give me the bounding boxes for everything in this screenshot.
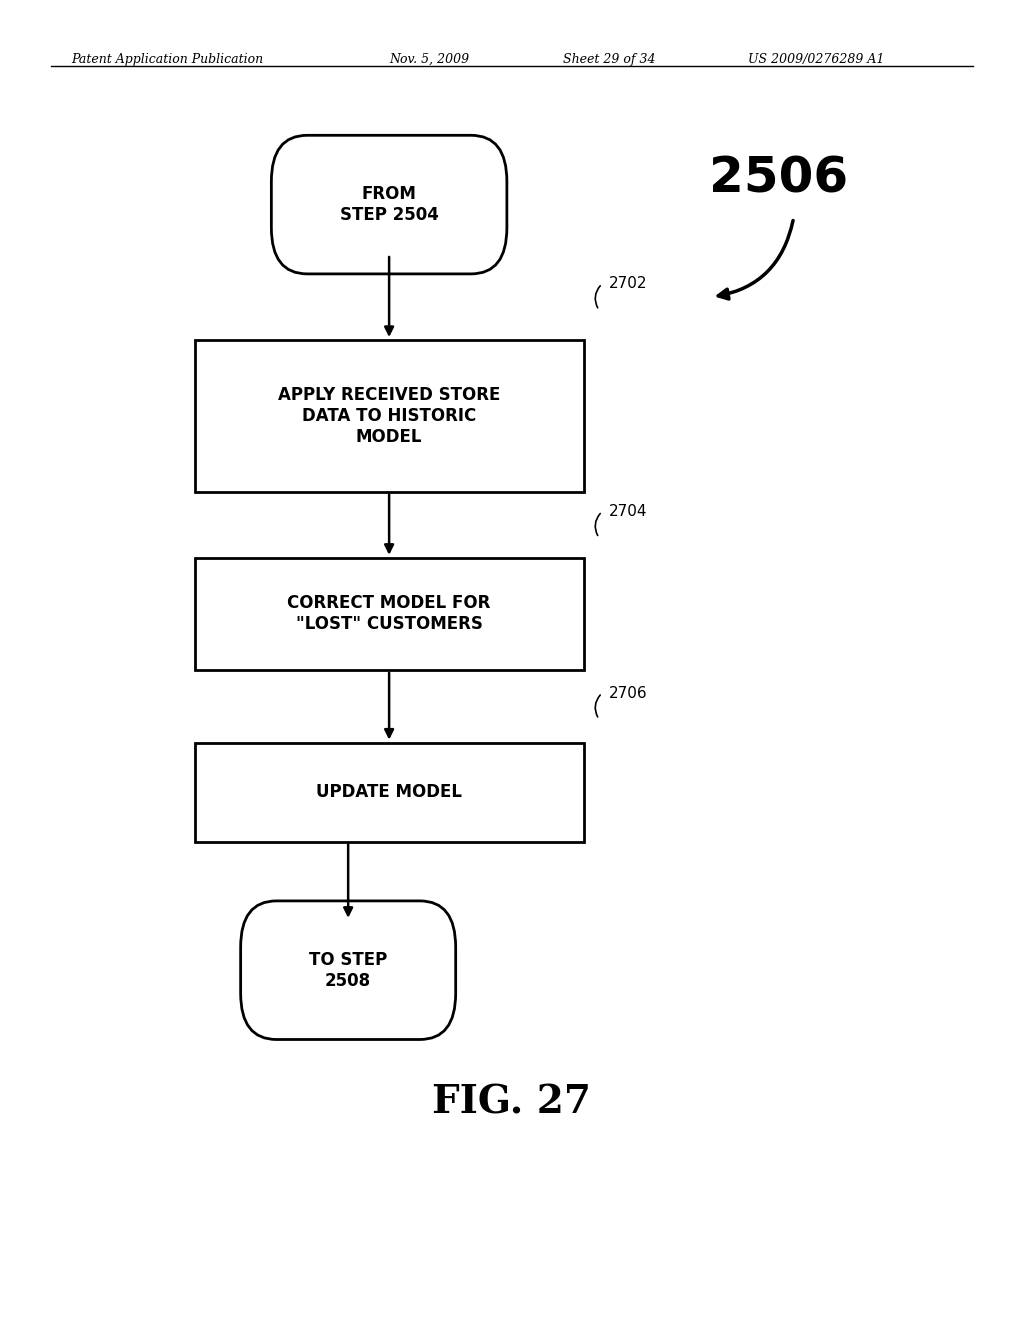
FancyBboxPatch shape (241, 900, 456, 1040)
Text: CORRECT MODEL FOR
"LOST" CUSTOMERS: CORRECT MODEL FOR "LOST" CUSTOMERS (288, 594, 490, 634)
Text: FIG. 27: FIG. 27 (432, 1084, 592, 1121)
Text: Sheet 29 of 34: Sheet 29 of 34 (563, 53, 655, 66)
Text: Patent Application Publication: Patent Application Publication (72, 53, 264, 66)
Bar (195, 557, 584, 671)
FancyArrowPatch shape (718, 220, 793, 300)
Text: FROM
STEP 2504: FROM STEP 2504 (340, 185, 438, 224)
Text: 2506: 2506 (709, 154, 848, 202)
FancyBboxPatch shape (271, 135, 507, 275)
Text: 2702: 2702 (609, 276, 648, 292)
Text: US 2009/0276289 A1: US 2009/0276289 A1 (748, 53, 884, 66)
FancyArrowPatch shape (595, 513, 600, 536)
Text: 2706: 2706 (609, 685, 648, 701)
Text: TO STEP
2508: TO STEP 2508 (309, 950, 387, 990)
Text: 2704: 2704 (609, 504, 648, 519)
Text: UPDATE MODEL: UPDATE MODEL (316, 783, 462, 801)
Text: Nov. 5, 2009: Nov. 5, 2009 (389, 53, 469, 66)
Bar (195, 742, 584, 842)
FancyArrowPatch shape (595, 286, 600, 308)
Text: APPLY RECEIVED STORE
DATA TO HISTORIC
MODEL: APPLY RECEIVED STORE DATA TO HISTORIC MO… (278, 385, 501, 446)
Bar (195, 339, 584, 491)
FancyArrowPatch shape (595, 696, 600, 717)
